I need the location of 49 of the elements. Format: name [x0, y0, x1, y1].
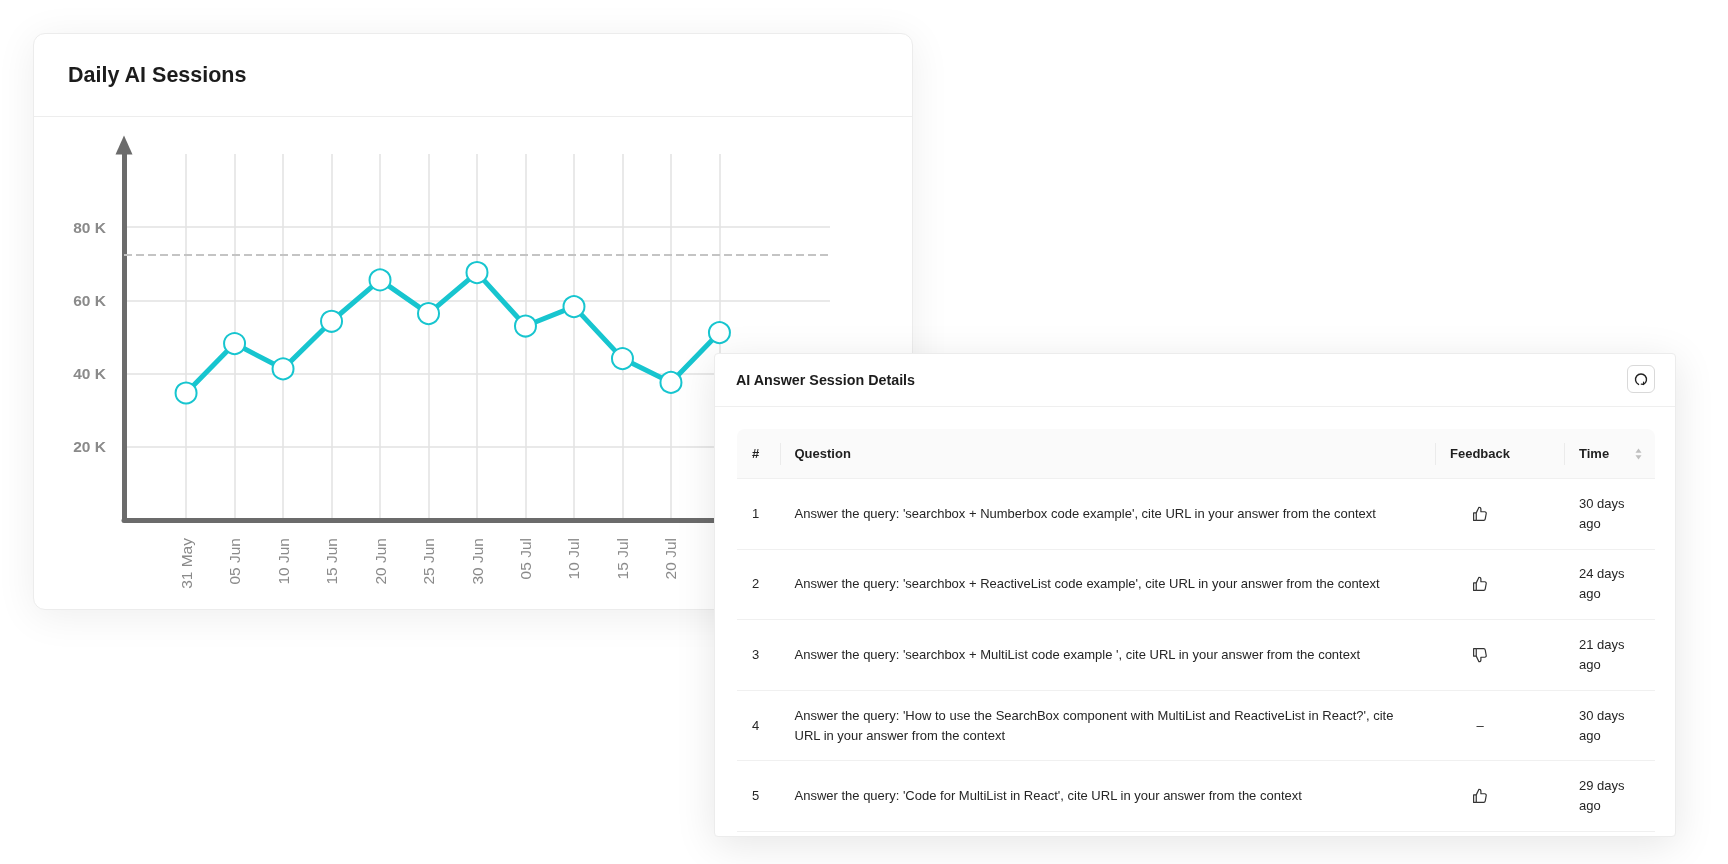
chart-title: AI Answer Session Details	[736, 372, 916, 388]
x-tick-label: 05 Jul	[516, 538, 534, 580]
y-tick-label: 20 K	[73, 438, 107, 456]
x-tick-label: 20 Jul	[662, 538, 680, 580]
text: Answer the query: 'How to use the SearchBox component with MultiList and ReactiveList in React?', cite URL in your answer from the context	[794, 707, 1394, 743]
text: 21 days ago	[1579, 636, 1625, 672]
x-tick-label: 10 Jul	[565, 538, 583, 580]
text: 29 days ago	[1579, 778, 1625, 814]
y-tick-label: 3	[752, 646, 760, 662]
point	[174, 381, 198, 405]
x-tick-label: 20 Jun	[371, 538, 389, 585]
point	[368, 268, 392, 292]
text: 30 days ago	[1579, 495, 1625, 531]
y-tick-label: 4	[752, 717, 760, 733]
text: Answer the query: 'searchbox + ReactiveList code example', cite URL in your answer from the context	[794, 576, 1380, 592]
text: 24 days ago	[1579, 566, 1625, 602]
y-tick-label: 60 K	[73, 291, 107, 309]
point	[320, 309, 344, 333]
point	[514, 314, 537, 338]
chart-title: Daily AI Sessions	[68, 62, 247, 88]
point	[465, 261, 489, 285]
text: Answer the query: 'searchbox + Numberbox code example', cite URL in your answer from the context	[794, 505, 1376, 521]
y-axis-title: #	[752, 446, 760, 461]
y-tick-label: 40 K	[73, 365, 107, 383]
text: Answer the query: 'searchbox + MultiList code example ', cite URL in your answer from the context	[794, 646, 1361, 662]
y-tick-label: 1	[752, 505, 760, 521]
text: –	[1476, 717, 1484, 733]
point	[610, 347, 634, 371]
y-tick-label: 5	[752, 788, 760, 804]
y-tick-label: 80 K	[73, 218, 107, 236]
point	[417, 302, 441, 326]
x-tick-label: Question	[794, 446, 851, 461]
x-tick-label: 31 May	[177, 537, 195, 589]
x-tick-label: 30 Jun	[468, 538, 486, 585]
x-tick-label: 15 Jul	[613, 538, 631, 580]
y-tick-label: 2	[752, 576, 760, 592]
point	[659, 370, 683, 394]
x-tick-label: Time	[1579, 446, 1610, 461]
x-tick-label: 25 Jun	[420, 538, 438, 585]
text: Answer the query: 'Code for MultiList in React', cite URL in your answer from the context	[794, 788, 1302, 804]
point	[223, 332, 247, 356]
text: 30 days ago	[1579, 707, 1625, 743]
point	[707, 321, 731, 345]
point	[562, 295, 586, 319]
x-tick-label: 05 Jun	[226, 538, 244, 585]
x-tick-label: 15 Jun	[323, 538, 341, 585]
point	[271, 357, 295, 381]
x-tick-label: Feedback	[1450, 446, 1510, 461]
x-tick-label: 10 Jun	[274, 538, 292, 585]
